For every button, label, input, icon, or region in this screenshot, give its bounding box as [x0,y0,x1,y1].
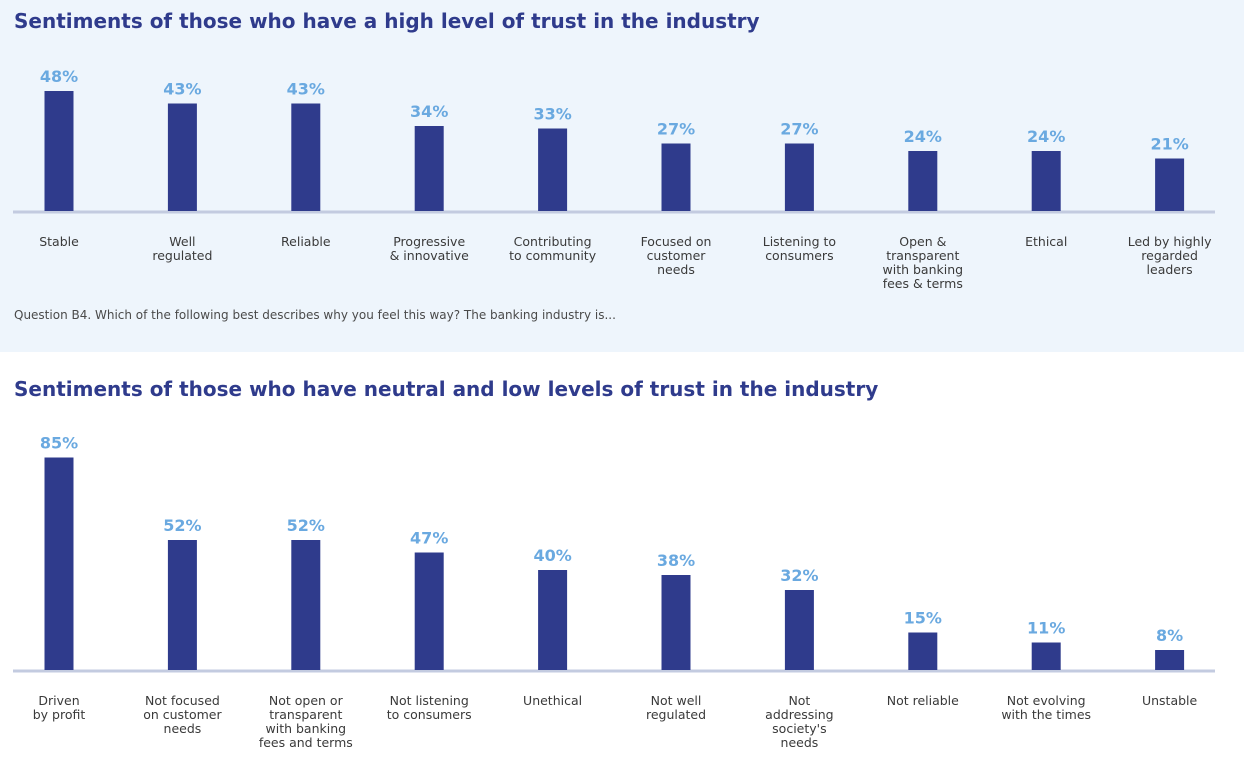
category-label: on customer [143,707,222,722]
bar [44,91,74,211]
chart-title: Sentiments of those who have a high leve… [14,9,760,33]
category-label: fees and terms [259,735,353,750]
bar [1031,642,1061,670]
bar [538,570,568,670]
category-label: Well [169,234,195,249]
bar [661,575,691,670]
category-label: Not evolving [1007,693,1086,708]
category-label: addressing [765,707,833,722]
value-label: 24% [1027,127,1065,146]
value-label: 40% [533,546,571,565]
category-label: transparent [886,248,959,263]
category-label: needs [781,735,819,750]
chart-title: Sentiments of those who have neutral and… [14,377,879,401]
category-label: needs [164,721,202,736]
bar [1031,151,1061,211]
category-label: society's [772,721,826,736]
category-label: regulated [152,248,212,263]
bar [167,103,197,211]
category-label: Led by highly [1128,234,1212,249]
category-label: Contributing [514,234,592,249]
value-label: 21% [1150,135,1188,154]
bar [538,128,568,211]
category-label: Listening to [763,234,836,249]
category-label: to consumers [387,707,472,722]
bar [908,151,938,211]
category-label: Driven [38,693,79,708]
category-label: & innovative [390,248,470,263]
value-label: 27% [780,120,818,139]
value-label: 43% [163,80,201,99]
bar [291,540,321,670]
bar [908,632,938,670]
category-label: Focused on [641,234,712,249]
category-label: Unethical [523,693,582,708]
value-label: 34% [410,102,448,121]
category-label: with banking [266,721,347,736]
category-label: with the times [1001,707,1091,722]
category-label: needs [657,262,695,277]
category-label: Not well [651,693,702,708]
value-label: 32% [780,566,818,585]
category-label: Ethical [1025,234,1067,249]
bar [414,552,444,670]
category-label: Not reliable [887,693,959,708]
bar [44,457,74,670]
bar [1155,650,1185,670]
category-label: customer [647,248,707,263]
footnote: Question B4. Which of the following best… [14,308,616,322]
value-label: 27% [657,120,695,139]
bar [414,126,444,211]
category-label: with banking [883,262,964,277]
category-label: consumers [765,248,833,263]
value-label: 52% [287,516,325,535]
bar [661,143,691,211]
category-label: Not open or [269,693,344,708]
bar [167,540,197,670]
value-label: 43% [287,80,325,99]
category-label: Reliable [281,234,331,249]
bar [291,103,321,211]
category-label: by profit [33,707,86,722]
value-label: 15% [904,609,942,628]
category-label: transparent [269,707,342,722]
category-label: Not [788,693,810,708]
bar [784,590,814,670]
category-label: Unstable [1142,693,1198,708]
category-label: leaders [1147,262,1193,277]
value-label: 47% [410,529,448,548]
high-trust-panel: Sentiments of those who have a high leve… [0,0,1244,352]
value-label: 48% [40,67,78,86]
category-label: Progressive [393,234,465,249]
bar [784,143,814,211]
value-label: 8% [1156,626,1183,645]
value-label: 38% [657,551,695,570]
value-label: 11% [1027,619,1065,638]
value-label: 85% [40,434,78,453]
category-label: Open & [899,234,946,249]
category-label: to community [509,248,597,263]
category-label: Stable [39,234,79,249]
value-label: 24% [904,127,942,146]
category-label: fees & terms [883,276,963,291]
category-label: Not focused [145,693,220,708]
category-label: Not listening [390,693,469,708]
category-label: regarded [1141,248,1198,263]
value-label: 52% [163,516,201,535]
low-trust-panel: Sentiments of those who have neutral and… [0,352,1244,761]
bar [1155,158,1185,211]
value-label: 33% [533,105,571,124]
category-label: regulated [646,707,706,722]
